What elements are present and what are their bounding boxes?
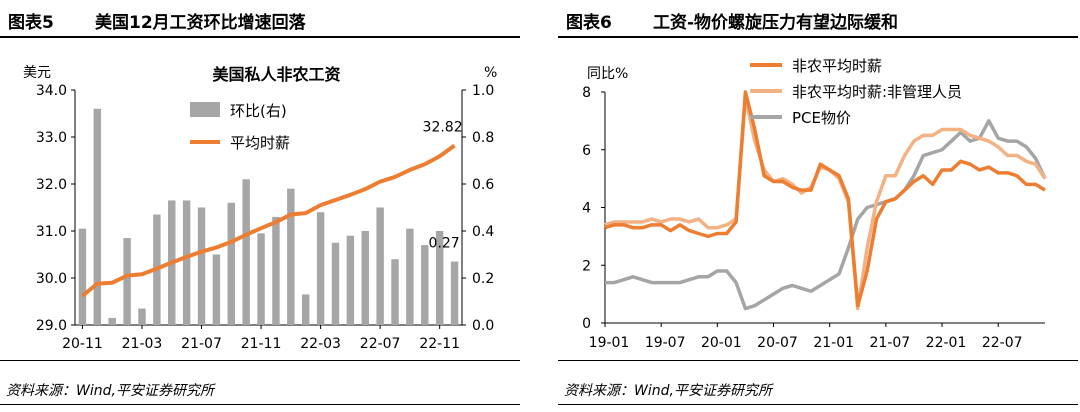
data-label-last-mom: 0.27 bbox=[429, 236, 460, 252]
header-rule bbox=[0, 36, 520, 38]
y-tick-label: 33.0 bbox=[36, 130, 67, 146]
source-note: 资料来源：Wind,平安证券研究所 bbox=[6, 383, 214, 399]
bar-mom bbox=[272, 216, 280, 325]
bar-mom bbox=[450, 261, 459, 325]
x-tick-label: 21-07 bbox=[870, 335, 911, 351]
x-tick-label: 21-07 bbox=[181, 336, 222, 352]
figure-number: 图表5 bbox=[8, 13, 54, 33]
x-tick-label: 22-07 bbox=[982, 335, 1023, 351]
y-tick-label: 30.0 bbox=[36, 271, 67, 287]
bar-mom bbox=[257, 233, 265, 325]
x-tick-label: 19-07 bbox=[645, 335, 686, 351]
x-tick-label: 21-03 bbox=[122, 336, 163, 352]
figure-6-footer: 资料来源：Wind,平安证券研究所 bbox=[558, 360, 1078, 412]
line-pce-price bbox=[605, 119, 1047, 311]
legend-label-line: 平均时薪 bbox=[230, 134, 290, 152]
y2-tick-label: 0.8 bbox=[472, 130, 494, 146]
figure-5-panel: 图表5 美国12月工资环比增速回落 29.0 30.0 31.0 32.0 33.0 34… bbox=[0, 0, 520, 412]
bar-mom bbox=[346, 235, 355, 325]
y-tick-label: 2 bbox=[582, 258, 591, 274]
bar-mom bbox=[421, 245, 429, 325]
figure-number: 图表6 bbox=[566, 13, 612, 33]
chart-title: 美国私人非农工资 bbox=[212, 65, 340, 84]
bar-mom bbox=[78, 228, 87, 325]
wage-bar-line-chart: 29.0 30.0 31.0 32.0 33.0 34.0 0.0 0.2 0.4 0.6 0.8 1… bbox=[23, 65, 497, 352]
bar-mom bbox=[331, 242, 340, 325]
bar-mom bbox=[376, 207, 384, 325]
y-tick-label: 29.0 bbox=[36, 318, 67, 334]
bar-mom bbox=[138, 308, 146, 325]
figure-title: 工资-物价螺旋压力有望边际缓和 bbox=[653, 13, 899, 33]
bar-mom bbox=[361, 231, 369, 325]
header-rule bbox=[558, 36, 1078, 38]
y-axis-unit: 同比% bbox=[587, 66, 628, 82]
x-tick-label: 19-01 bbox=[589, 335, 630, 351]
y-tick-label: 6 bbox=[582, 143, 591, 159]
bar-mom bbox=[406, 228, 414, 325]
bar-mom bbox=[391, 259, 399, 325]
bar-mom bbox=[212, 254, 221, 325]
x-tick-label: 22-03 bbox=[300, 336, 341, 352]
y-tick-label: 32.0 bbox=[36, 177, 67, 193]
y-tick-label: 34.0 bbox=[36, 83, 67, 99]
bar-mom bbox=[182, 200, 191, 325]
legend-label-bar: 环比(右) bbox=[230, 102, 287, 120]
y-axis-unit: 美元 bbox=[23, 65, 51, 81]
y2-tick-label: 0.4 bbox=[472, 224, 494, 240]
x-tick-label: 22-07 bbox=[360, 336, 401, 352]
legend-label-0: 非农平均时薪 bbox=[792, 57, 882, 75]
line-avg-hourly-wage bbox=[81, 143, 456, 298]
figure-6-panel: 图表6 工资-物价螺旋压力有望边际缓和 0 2 4 6 8 同比% 19-01 19-07 20… bbox=[558, 0, 1078, 412]
source-note: 资料来源：Wind,平安证券研究所 bbox=[564, 383, 772, 399]
y2-tick-label: 0.6 bbox=[472, 177, 494, 193]
bar-mom bbox=[316, 212, 325, 325]
figure-5-footer: 资料来源：Wind,平安证券研究所 bbox=[0, 360, 520, 412]
bar-mom bbox=[435, 231, 444, 325]
x-tick-label: 22-11 bbox=[419, 336, 460, 352]
wage-price-line-chart: 0 2 4 6 8 同比% 19-01 19-07 20-01 20-07 21-01 21-07 22… bbox=[582, 57, 1047, 351]
x-tick-label: 22-01 bbox=[926, 335, 967, 351]
y2-axis-unit: % bbox=[484, 65, 497, 81]
footer-rule-bottom bbox=[0, 404, 520, 405]
bar-mom bbox=[123, 238, 131, 325]
line-nonfarm-nonsupervisory-wage bbox=[604, 96, 1047, 311]
figure-6-header: 图表6 工资-物价螺旋压力有望边际缓和 bbox=[558, 0, 1078, 38]
x-tick-label: 20-07 bbox=[757, 335, 798, 351]
legend-label-2: PCE物价 bbox=[792, 109, 851, 127]
footer-rule bbox=[0, 360, 520, 361]
bar-mom bbox=[197, 207, 206, 325]
y-tick-label: 4 bbox=[582, 201, 591, 217]
y-tick-label: 8 bbox=[582, 85, 591, 101]
legend-label-1: 非农平均时薪:非管理人员 bbox=[792, 83, 962, 101]
y-tick-label: 31.0 bbox=[36, 224, 67, 240]
data-label-last-wage: 32.82 bbox=[423, 119, 463, 135]
y2-tick-label: 0.2 bbox=[472, 271, 494, 287]
x-tick-label: 20-01 bbox=[701, 335, 742, 351]
x-tick-label: 20-11 bbox=[62, 336, 103, 352]
y2-tick-label: 0.0 bbox=[472, 318, 494, 334]
figure-5-header: 图表5 美国12月工资环比增速回落 bbox=[0, 0, 520, 38]
footer-rule-bottom bbox=[558, 404, 1078, 405]
line-nonfarm-avg-hourly-wage bbox=[604, 90, 1046, 308]
x-tick-label: 21-11 bbox=[241, 336, 282, 352]
y-tick-label: 0 bbox=[582, 316, 591, 332]
bar-mom bbox=[108, 317, 116, 325]
footer-rule bbox=[558, 360, 1078, 361]
bar-mom bbox=[287, 188, 295, 325]
legend-swatch-bar bbox=[190, 102, 220, 117]
bar-mom bbox=[301, 294, 310, 325]
bar-mom bbox=[227, 202, 236, 325]
x-tick-label: 21-01 bbox=[813, 335, 854, 351]
y2-tick-label: 1.0 bbox=[472, 83, 494, 99]
bar-mom bbox=[242, 179, 250, 325]
figure-title: 美国12月工资环比增速回落 bbox=[95, 13, 306, 33]
bar-mom bbox=[93, 108, 102, 325]
